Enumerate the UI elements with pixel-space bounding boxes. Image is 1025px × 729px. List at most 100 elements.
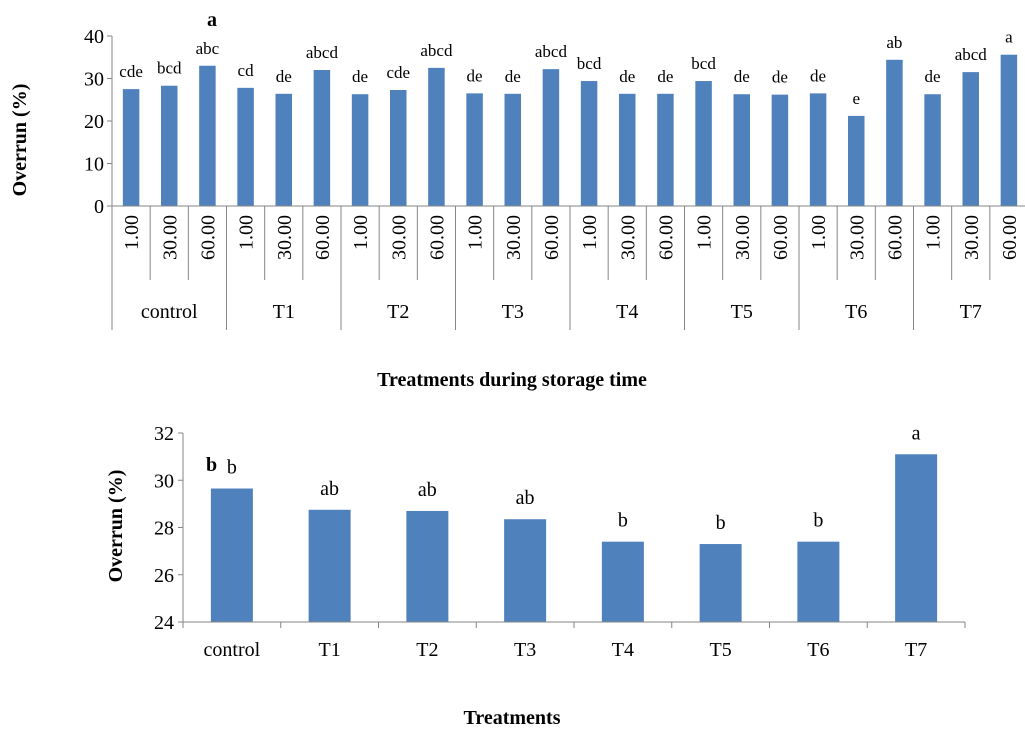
bar-label-b: b (618, 510, 628, 532)
bar-a (657, 93, 674, 206)
bar-label-a: abcd (306, 43, 339, 62)
x-time-label-a: 30.00 (274, 215, 296, 260)
y-tick-label-a: 30 (84, 69, 104, 91)
x-category-label-b: T4 (612, 639, 634, 661)
bar-label-a: de (925, 67, 941, 86)
y-ticks-a: 0 10 20 30 40 (84, 26, 112, 218)
y-tick-label-b: 30 (154, 470, 174, 492)
x-labels-a: 1.00 30.00 60.00 1.00 30.00 60.00 1.00 30.00 60.… (121, 215, 1021, 323)
x-group-label-a: T2 (387, 301, 409, 323)
x-time-label-a: 1.00 (808, 215, 830, 250)
x-time-label-a: 60.00 (197, 215, 219, 260)
x-group-label-a: control (141, 301, 198, 323)
bar-label-b: ab (320, 478, 339, 500)
x-category-label-b: T2 (416, 639, 438, 661)
x-time-label-a: 60.00 (541, 215, 563, 260)
x-time-label-a: 30.00 (617, 215, 639, 260)
bar-b (895, 454, 938, 622)
bar-a (504, 93, 521, 206)
bar-a (771, 94, 789, 206)
x-time-label-a: 60.00 (884, 215, 906, 260)
panel-label-b: b (206, 454, 217, 476)
bar-a (466, 93, 483, 206)
x-axis-title-a: Treatments during storage time (377, 369, 647, 391)
bar-b (406, 510, 449, 622)
bar-a (886, 59, 903, 206)
x-group-label-a: T5 (731, 301, 753, 323)
x-time-label-a: 30.00 (388, 215, 410, 260)
x-time-label-a: 60.00 (426, 215, 448, 260)
y-tick-label-a: 20 (84, 111, 104, 133)
bar-label-a: de (772, 68, 788, 87)
bar-a (924, 94, 941, 206)
bar-label-a: de (352, 67, 368, 86)
x-time-label-a: 1.00 (923, 215, 945, 250)
axes-a (111, 36, 1025, 330)
bar-label-b: b (813, 510, 823, 532)
bar-label-b: b (716, 512, 726, 534)
bar-a (848, 115, 865, 206)
bar-a (962, 72, 979, 206)
x-time-label-a: 30.00 (846, 215, 868, 260)
y-tick-label-a: 40 (84, 26, 104, 48)
x-category-label-b: control (204, 639, 261, 661)
x-category-label-b: T1 (319, 639, 341, 661)
bar-a (199, 65, 216, 206)
x-time-label-a: 1.00 (236, 215, 258, 250)
bar-label-a: de (619, 67, 635, 86)
x-time-label-a: 60.00 (312, 215, 334, 260)
bar-b (797, 541, 840, 622)
bar-label-b: b (227, 457, 237, 479)
bar-a (428, 67, 445, 206)
y-axis-title-a: Overrun (%) (9, 84, 31, 197)
bar-label-a: ab (886, 33, 902, 52)
bar-b (210, 488, 253, 622)
bar-label-a: abc (196, 39, 220, 58)
bar-a (237, 87, 254, 206)
x-labels-b: control T1 T2 T3 T4 T5 T6 T7 (204, 639, 928, 661)
panel-label-a: a (207, 9, 217, 31)
bar-label-a: bcd (157, 59, 182, 78)
axes-b (182, 433, 966, 628)
bar-label-a: e (852, 89, 860, 108)
chart-a: a Overrun (%) Treatments during storage … (9, 9, 1025, 391)
x-time-label-a: 1.00 (465, 215, 487, 250)
x-time-label-a: 60.00 (770, 215, 792, 260)
x-group-label-a: T4 (616, 301, 638, 323)
bar-b (504, 519, 547, 622)
bar-label-a: de (276, 67, 292, 86)
x-time-label-a: 30.00 (159, 215, 181, 260)
bar-label-a: de (734, 67, 750, 86)
x-time-label-a: 1.00 (121, 215, 143, 250)
y-tick-label-b: 26 (154, 565, 174, 587)
y-tick-label-b: 32 (154, 423, 174, 445)
x-time-label-a: 1.00 (694, 215, 716, 250)
x-time-label-a: 1.00 (579, 215, 601, 250)
bar-label-a: abcd (535, 42, 568, 61)
y-tick-label-b: 24 (154, 612, 174, 634)
bar-label-a: cde (386, 63, 410, 82)
x-group-label-a: T7 (960, 301, 982, 323)
x-group-label-a: T6 (845, 301, 867, 323)
y-axis-title-b: Overrun (%) (105, 470, 127, 583)
bar-label-b: ab (516, 487, 535, 509)
bar-label-a: de (505, 67, 521, 86)
x-time-label-a: 30.00 (732, 215, 754, 260)
bar-label-b: a (912, 422, 921, 444)
x-category-label-b: T5 (710, 639, 732, 661)
x-category-label-b: T3 (514, 639, 536, 661)
bar-label-a: abcd (420, 41, 453, 60)
bar-label-b: ab (418, 479, 437, 501)
bar-label-a: de (657, 67, 673, 86)
bar-label-a: abcd (955, 45, 988, 64)
y-ticks-b: 24 26 28 30 32 (154, 423, 183, 634)
bar-a (161, 85, 178, 206)
x-time-label-a: 60.00 (655, 215, 677, 260)
x-category-label-b: T7 (905, 639, 927, 661)
bars-b: b ab ab ab b b b a (210, 422, 938, 622)
bar-a (390, 89, 407, 206)
x-time-label-a: 30.00 (961, 215, 983, 260)
